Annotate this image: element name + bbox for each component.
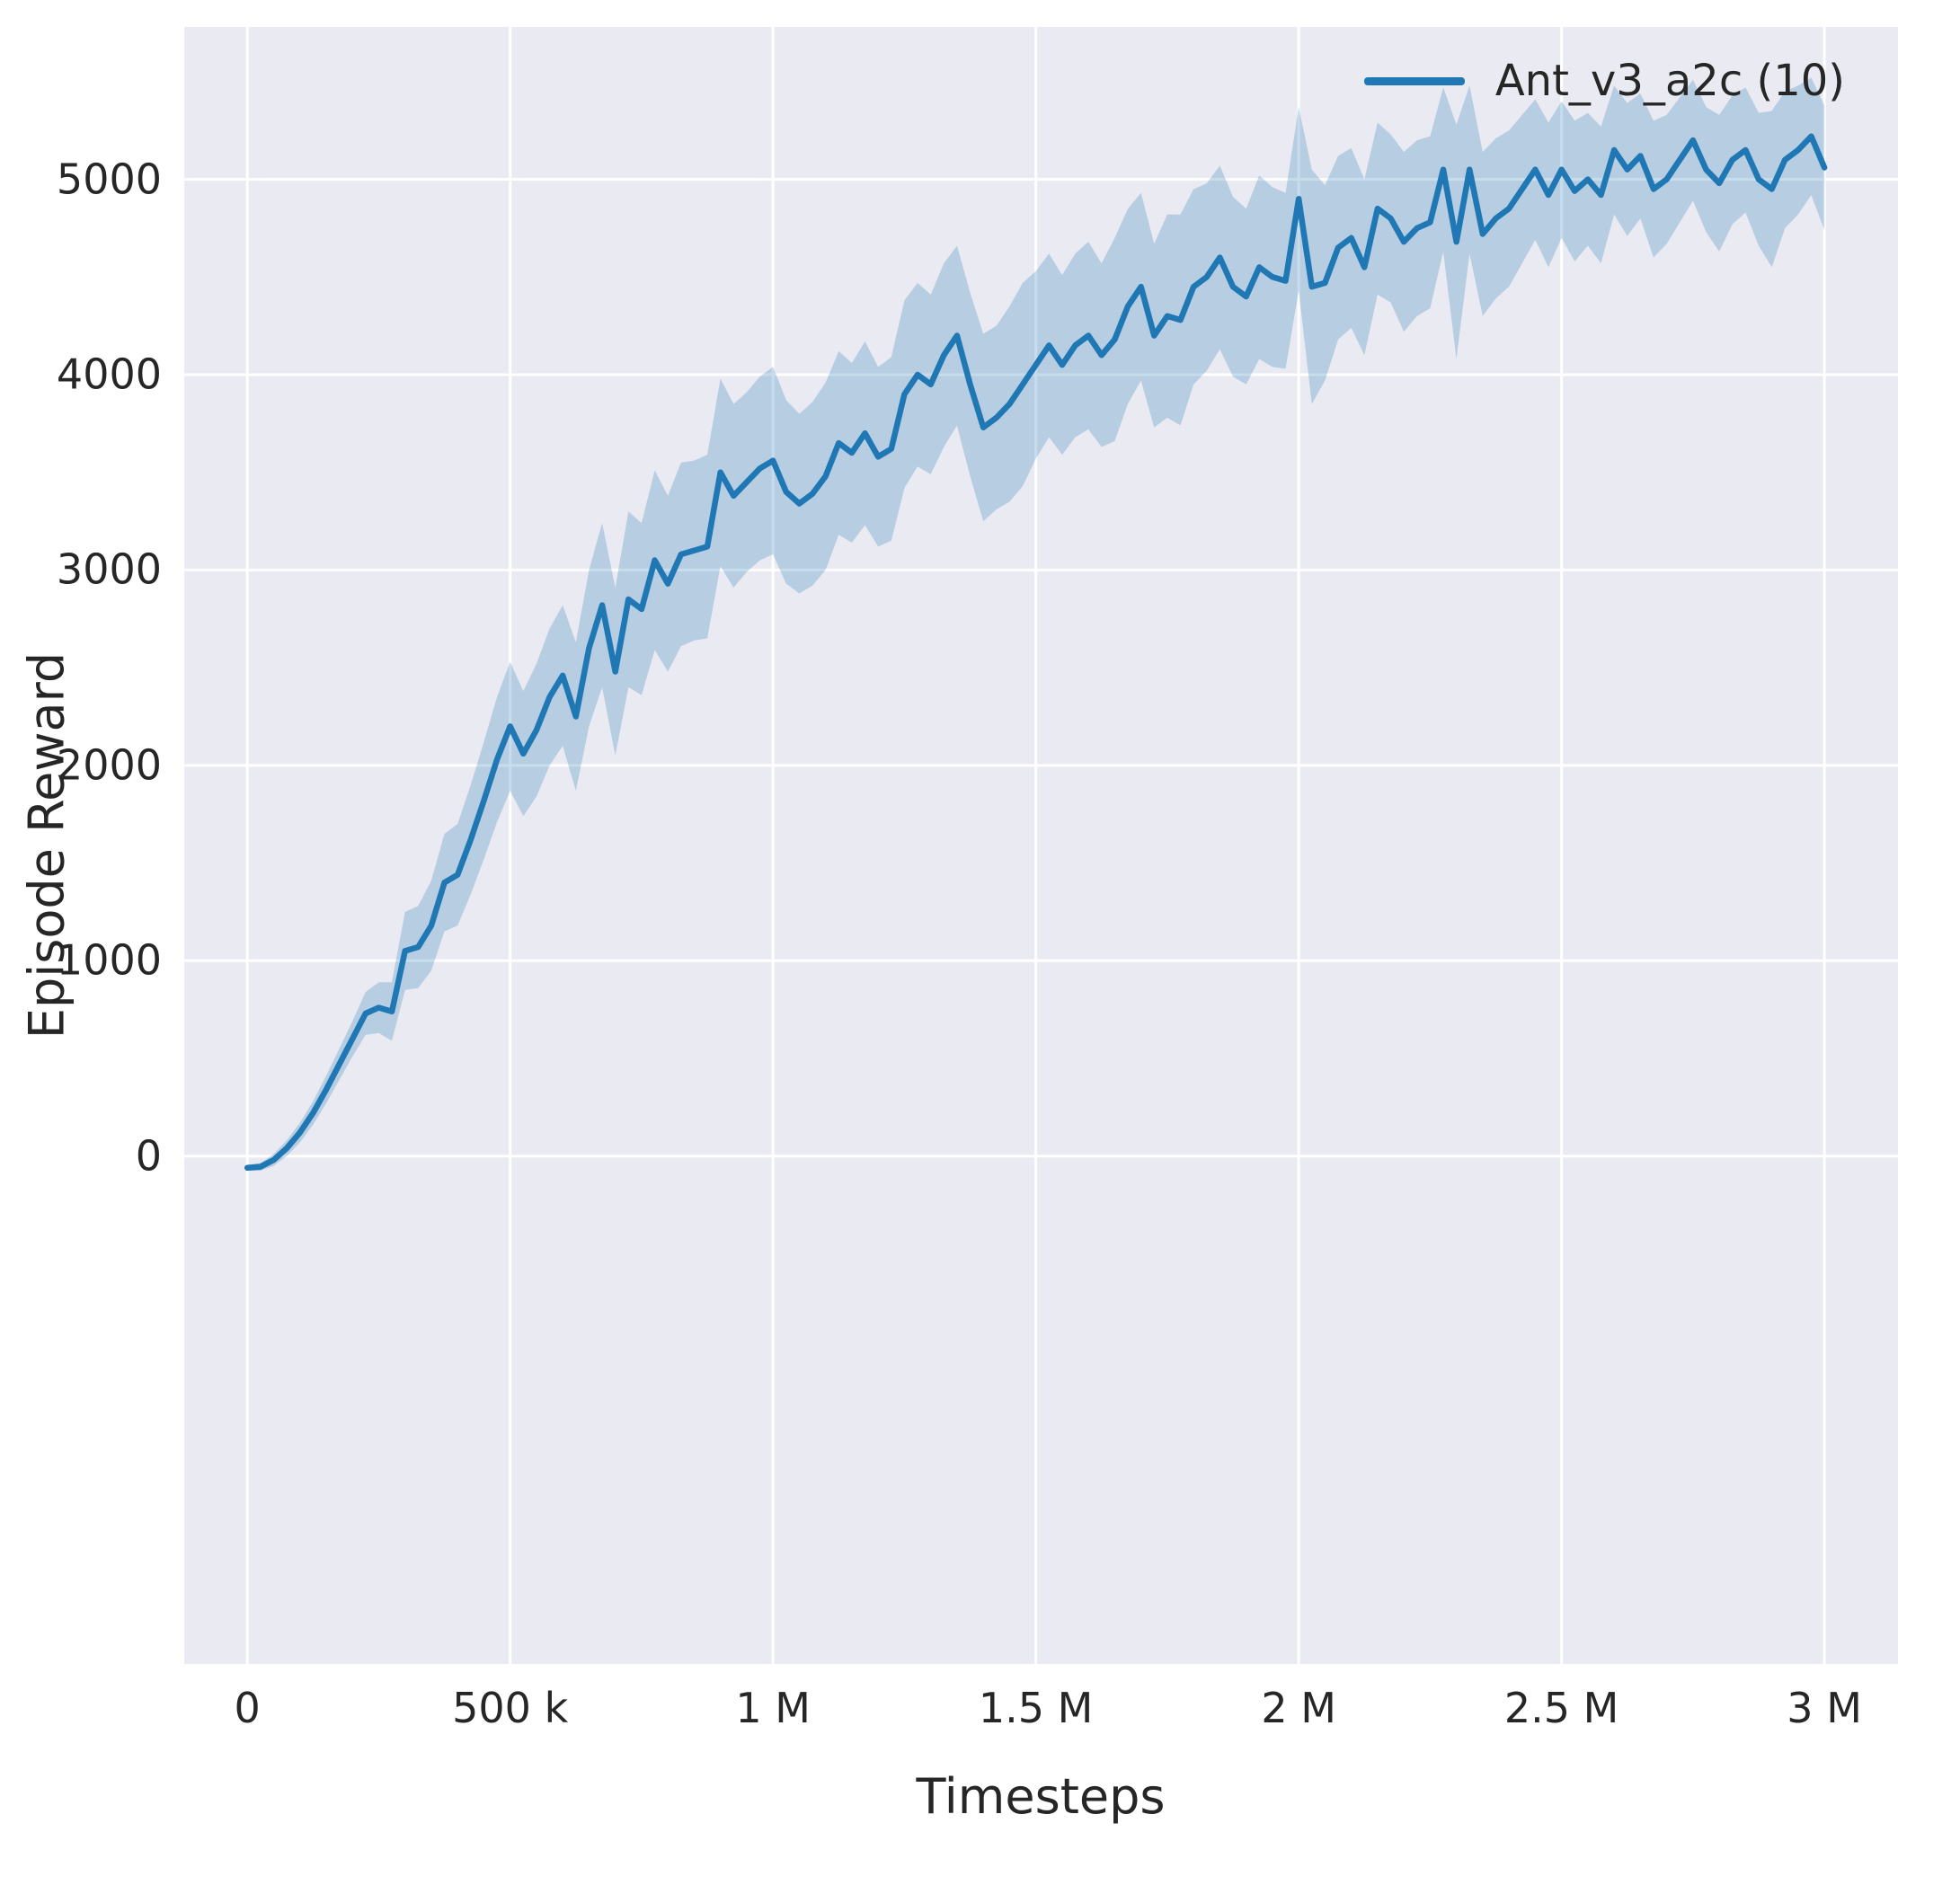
y-tick-label: 3000 bbox=[56, 545, 162, 595]
x-tick-label: 500 k bbox=[452, 1684, 569, 1732]
x-axis-label: Timesteps bbox=[916, 1768, 1166, 1825]
x-tick-label: 0 bbox=[234, 1684, 261, 1732]
x-tick-label: 1.5 M bbox=[978, 1684, 1094, 1732]
legend-label: Ant_v3_a2c (10) bbox=[1494, 56, 1845, 106]
legend: Ant_v3_a2c (10) bbox=[1363, 56, 1845, 106]
x-tick-label: 2 M bbox=[1261, 1684, 1336, 1732]
plot-canvas bbox=[184, 27, 1898, 1664]
y-tick-label: 5000 bbox=[56, 155, 162, 204]
y-tick-label: 1000 bbox=[56, 935, 162, 985]
reward-line bbox=[244, 133, 1828, 1171]
confidence-band bbox=[247, 77, 1825, 1172]
x-tick-label: 1 M bbox=[735, 1684, 811, 1732]
y-tick-label: 2000 bbox=[56, 740, 162, 790]
x-tick-label: 3 M bbox=[1787, 1684, 1862, 1732]
x-tick-label: 2.5 M bbox=[1503, 1684, 1619, 1732]
y-tick-label: 4000 bbox=[56, 350, 162, 399]
y-tick-label: 0 bbox=[135, 1131, 162, 1181]
legend-line-sample bbox=[1363, 76, 1465, 85]
plot-area bbox=[184, 27, 1898, 1664]
